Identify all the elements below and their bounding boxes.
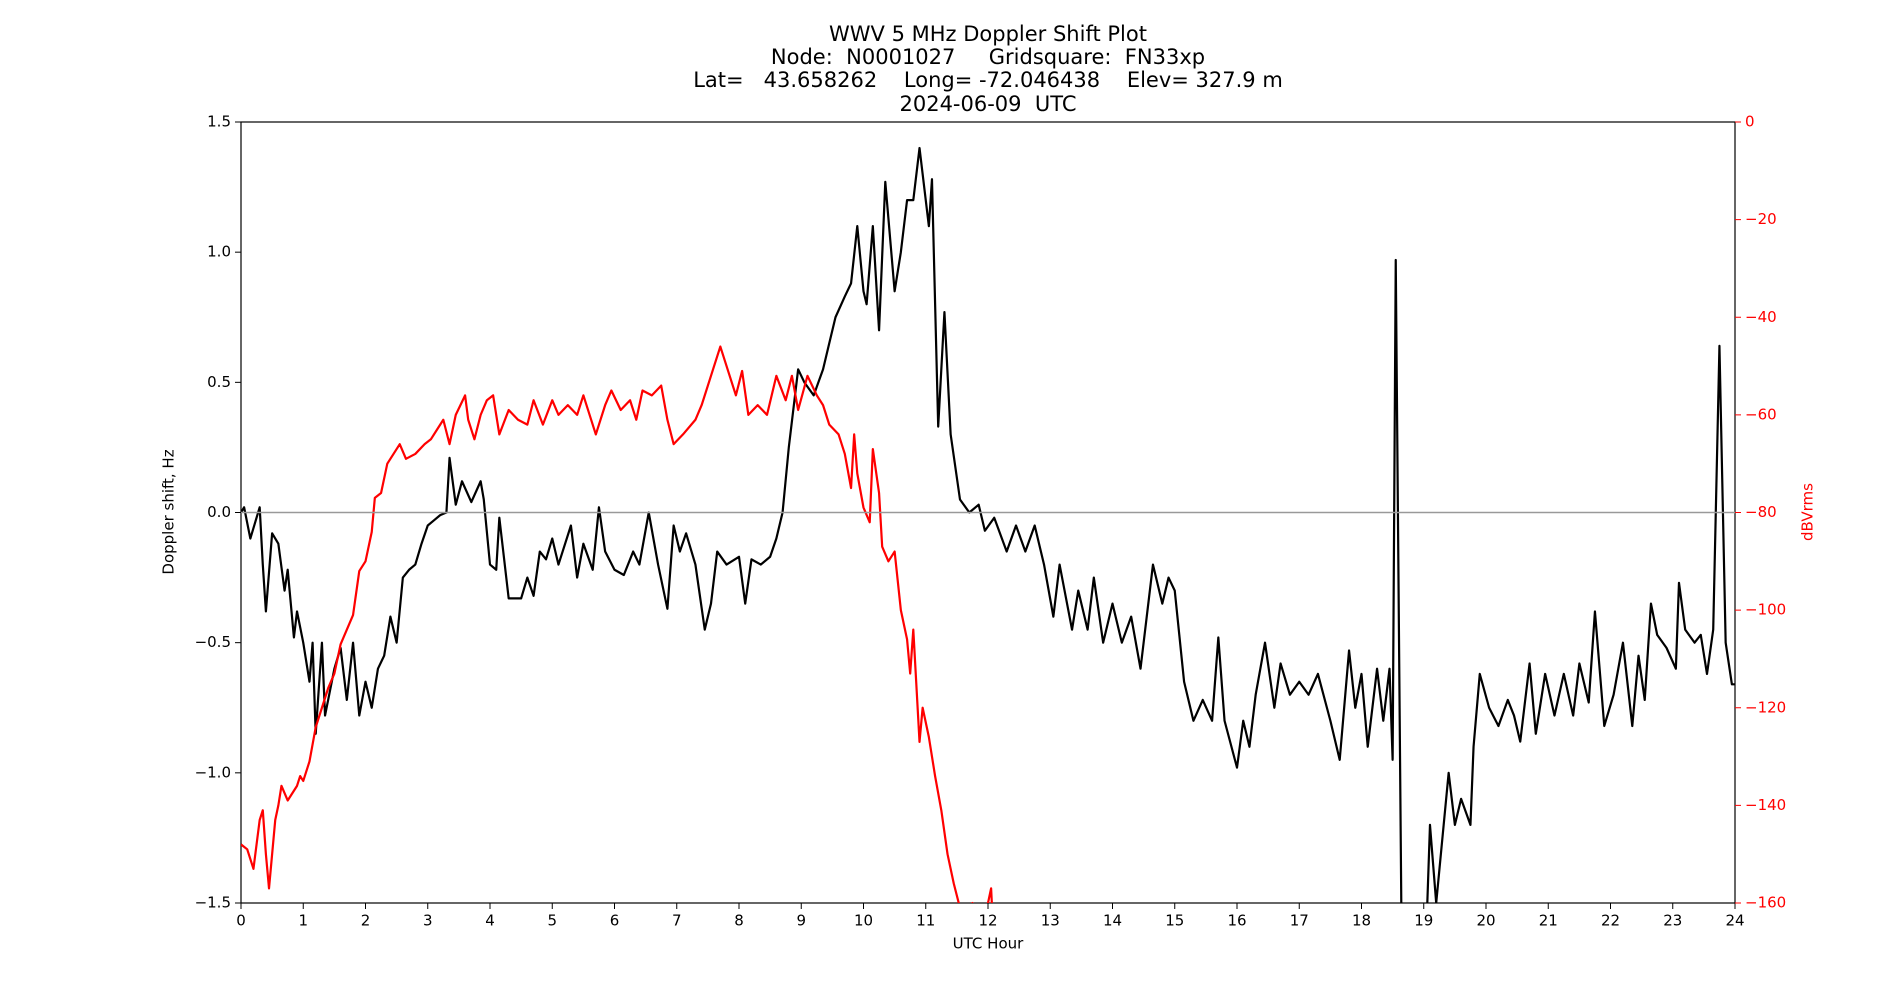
series-line (241, 146, 1735, 903)
plot-area (241, 146, 1735, 903)
x-tick-label: 12 (978, 912, 997, 930)
y-tick-label: 1.0 (207, 243, 231, 261)
x-tick-label: 15 (1165, 912, 1184, 930)
x-tick-label: 7 (672, 912, 682, 930)
y2-tick-label: −160 (1745, 894, 1786, 912)
x-tick-label: 11 (916, 912, 935, 930)
x-tick-label: 4 (485, 912, 495, 930)
x-tick-label: 24 (1725, 912, 1744, 930)
x-tick-label: 6 (610, 912, 620, 930)
x-axis-label: UTC Hour (953, 935, 1024, 953)
chart-subtitle: Lat= 43.658262 Long= -72.046438 Elev= 32… (693, 68, 1283, 92)
chart-title: WWV 5 MHz Doppler Shift Plot (829, 22, 1147, 46)
y-tick-label: −0.5 (195, 633, 231, 651)
y-tick-label: −1.5 (195, 894, 231, 912)
x-tick-label: 22 (1601, 912, 1620, 930)
x-tick-label: 13 (1041, 912, 1060, 930)
y-tick-label: −1.0 (195, 763, 231, 781)
x-tick-label: 14 (1103, 912, 1122, 930)
y2-tick-label: −80 (1745, 503, 1777, 521)
x-tick-label: 3 (423, 912, 433, 930)
y2-tick-label: −120 (1745, 698, 1786, 716)
y2-tick-label: −40 (1745, 308, 1777, 326)
y2-tick-label: −20 (1745, 210, 1777, 228)
series-line (241, 345, 993, 903)
x-tick-label: 17 (1290, 912, 1309, 930)
y2-tick-label: −60 (1745, 405, 1777, 423)
y-tick-label: 1.5 (207, 113, 231, 131)
x-tick-label: 16 (1227, 912, 1246, 930)
x-tick-label: 8 (734, 912, 744, 930)
x-tick-label: 5 (547, 912, 557, 930)
y2-tick-label: −140 (1745, 796, 1786, 814)
y2-tick-label: 0 (1745, 113, 1755, 131)
x-tick-label: 23 (1663, 912, 1682, 930)
x-tick-label: 2 (361, 912, 371, 930)
y-axis-label: Doppler shift, Hz (160, 449, 178, 574)
x-tick-label: 10 (854, 912, 873, 930)
x-tick-label: 21 (1539, 912, 1558, 930)
x-tick-label: 0 (236, 912, 246, 930)
x-tick-label: 18 (1352, 912, 1371, 930)
y2-tick-label: −100 (1745, 601, 1786, 619)
x-tick-label: 19 (1414, 912, 1433, 930)
chart-subtitle: Node: N0001027 Gridsquare: FN33xp (771, 45, 1205, 69)
y2-axis-label: dBVrms (1799, 483, 1817, 541)
x-tick-label: 20 (1476, 912, 1495, 930)
x-tick-label: 1 (298, 912, 308, 930)
x-tick-label: 9 (796, 912, 806, 930)
y-tick-label: 0.5 (207, 373, 231, 391)
chart-subtitle: 2024-06-09 UTC (899, 92, 1076, 116)
y-tick-label: 0.0 (207, 503, 231, 521)
